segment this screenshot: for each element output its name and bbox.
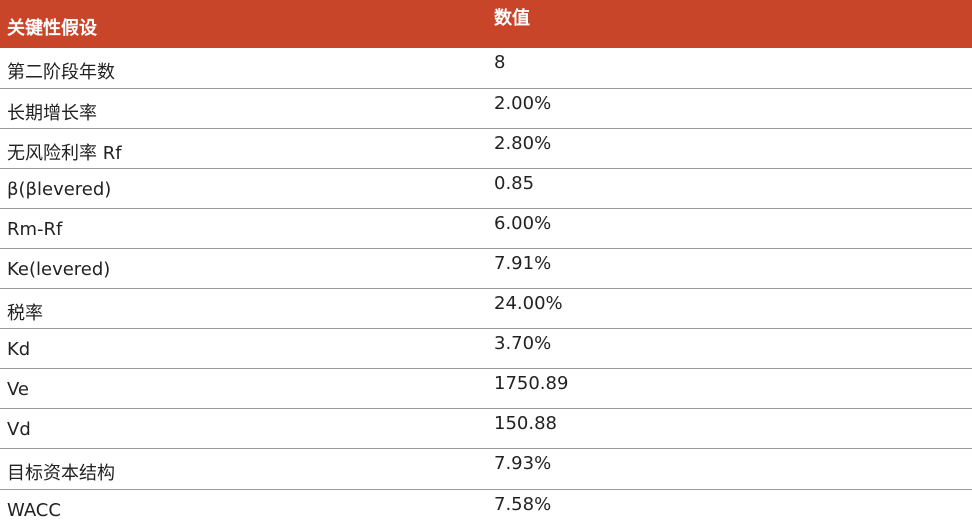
- table-row: β(βlevered) 0.85: [0, 168, 972, 209]
- assumption-value: 8: [494, 52, 506, 73]
- table-row: Vd 150.88: [0, 409, 972, 449]
- table-row: WACC 7.58%: [0, 489, 972, 529]
- assumption-label: β(βlevered): [7, 178, 112, 200]
- assumption-value-cell: 7.58%: [494, 489, 972, 529]
- table-row: Kd 3.70%: [0, 329, 972, 369]
- assumption-value: 24.00%: [494, 293, 563, 315]
- assumption-value: 7.93%: [494, 453, 552, 475]
- value-header: 数值: [494, 8, 530, 29]
- assumption-label: WACC: [7, 499, 61, 521]
- assumption-value-cell: 6.00%: [494, 208, 972, 248]
- assumption-label: Ve: [7, 379, 29, 401]
- assumption-value-cell: 0.85: [494, 168, 972, 208]
- assumption-value: 7.58%: [494, 493, 552, 515]
- assumption-value: 150.88: [494, 413, 557, 435]
- table-row: 无风险利率 Rf 2.80%: [0, 128, 972, 169]
- assumption-label: 第二阶段年数: [7, 62, 115, 83]
- table-header-row: 关键性假设 数值: [0, 0, 972, 48]
- assumption-value-cell: 7.91%: [494, 248, 972, 288]
- table-row: Ve 1750.89: [0, 369, 972, 409]
- assumption-value-cell: 7.93%: [494, 449, 972, 489]
- assumption-value: 1750.89: [494, 373, 569, 395]
- assumption-value-cell: 1750.89: [494, 369, 972, 409]
- assumption-value: 0.85: [494, 172, 535, 194]
- assumption-value-cell: 2.80%: [494, 128, 972, 168]
- assumption-label: 税率: [7, 303, 43, 325]
- assumption-value-cell: 24.00%: [494, 289, 972, 329]
- assumption-value-cell: 8: [494, 48, 972, 88]
- assumption-value-cell: 3.70%: [494, 329, 972, 369]
- assumption-value: 3.70%: [494, 333, 552, 355]
- assumption-label: Rm-Rf: [7, 218, 63, 240]
- assumption-label: 无风险利率 Rf: [7, 142, 122, 164]
- table-row: 目标资本结构 7.93%: [0, 449, 972, 490]
- assumption-header: 关键性假设: [7, 18, 97, 39]
- table-row: 税率 24.00%: [0, 289, 972, 329]
- assumption-label: Ke(levered): [7, 258, 111, 280]
- assumption-value-cell: 2.00%: [494, 88, 972, 128]
- table-row: Ke(levered) 7.91%: [0, 248, 972, 289]
- assumption-value: 2.00%: [494, 92, 552, 114]
- assumption-value: 2.80%: [494, 132, 552, 154]
- assumption-label: 长期增长率: [7, 102, 97, 124]
- assumption-label: 目标资本结构: [7, 463, 115, 485]
- assumption-value: 6.00%: [494, 212, 552, 234]
- table-row: Rm-Rf 6.00%: [0, 208, 972, 249]
- assumption-value: 7.91%: [494, 252, 552, 274]
- table-row: 第二阶段年数 8: [0, 48, 972, 89]
- table-row: 长期增长率 2.00%: [0, 88, 972, 129]
- assumption-value-cell: 150.88: [494, 409, 972, 449]
- assumption-label: Kd: [7, 339, 31, 361]
- assumption-label: Vd: [7, 419, 31, 441]
